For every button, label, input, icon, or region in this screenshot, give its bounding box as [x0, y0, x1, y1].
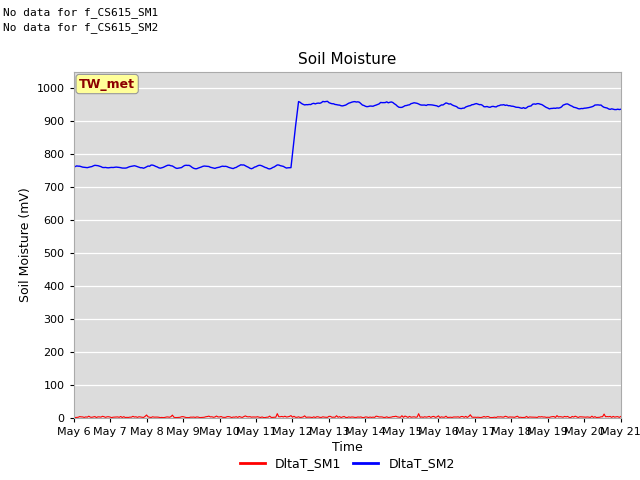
- DltaT_SM2: [324, 98, 332, 104]
- DltaT_SM2: [385, 100, 392, 106]
- Text: No data for f_CS615_SM2: No data for f_CS615_SM2: [3, 22, 159, 33]
- DltaT_SM1: [85, 413, 93, 419]
- DltaT_SM2: [617, 107, 625, 112]
- Line: DltaT_SM2: DltaT_SM2: [74, 101, 621, 169]
- Legend: DltaT_SM1, DltaT_SM2: DltaT_SM1, DltaT_SM2: [235, 452, 460, 475]
- DltaT_SM2: [172, 165, 179, 171]
- DltaT_SM2: [85, 164, 93, 170]
- DltaT_SM2: [415, 101, 422, 107]
- Title: Soil Moisture: Soil Moisture: [298, 52, 396, 67]
- Y-axis label: Soil Moisture (mV): Soil Moisture (mV): [19, 187, 33, 302]
- DltaT_SM1: [70, 413, 77, 419]
- Text: TW_met: TW_met: [79, 78, 135, 91]
- DltaT_SM1: [172, 415, 179, 420]
- DltaT_SM1: [383, 414, 390, 420]
- DltaT_SM2: [70, 164, 77, 169]
- DltaT_SM2: [403, 103, 410, 108]
- DltaT_SM2: [553, 105, 561, 111]
- DltaT_SM1: [617, 414, 625, 420]
- DltaT_SM1: [413, 414, 421, 420]
- Line: DltaT_SM1: DltaT_SM1: [74, 414, 621, 418]
- DltaT_SM1: [273, 411, 281, 417]
- DltaT_SM2: [266, 166, 273, 172]
- DltaT_SM1: [401, 413, 409, 419]
- DltaT_SM1: [567, 415, 575, 420]
- Text: No data for f_CS615_SM1: No data for f_CS615_SM1: [3, 7, 159, 18]
- DltaT_SM1: [552, 415, 559, 420]
- X-axis label: Time: Time: [332, 441, 363, 454]
